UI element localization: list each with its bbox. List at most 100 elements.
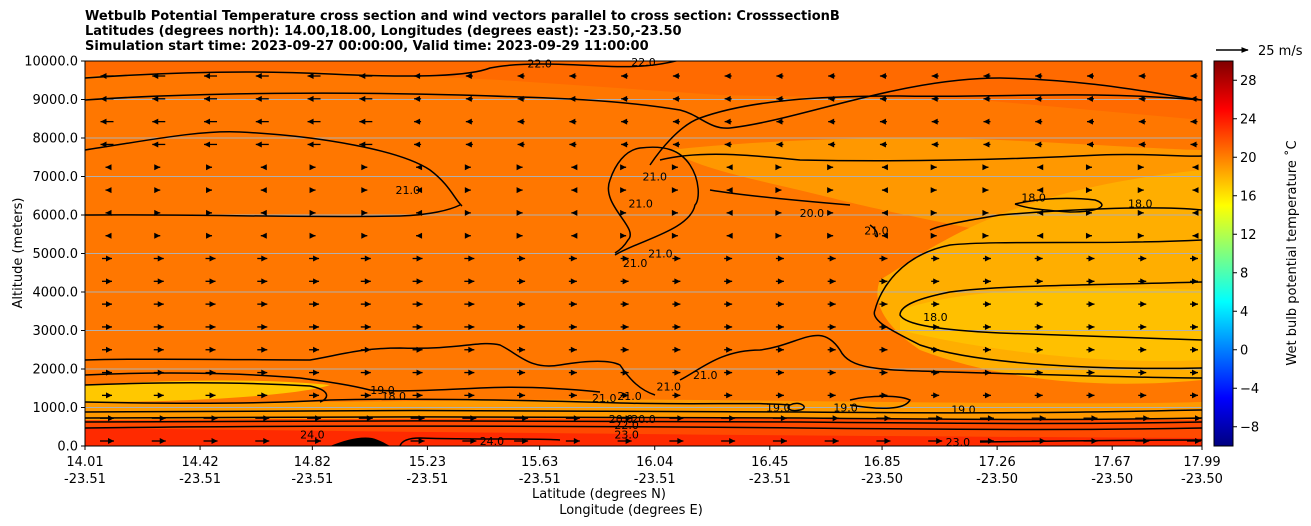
wind-vector-head [261, 301, 268, 308]
wind-vector-head [361, 164, 368, 171]
wind-vector-head [260, 209, 267, 216]
wind-vector-head [313, 255, 320, 262]
wind-vector-head [573, 415, 580, 422]
wind-vector-head [780, 438, 787, 444]
wind-vector-head [204, 73, 211, 79]
wind-vector-head [1137, 187, 1144, 194]
wind-vector-head [775, 164, 782, 171]
wind-vector-head [726, 255, 733, 262]
wind-vector-head [364, 392, 371, 399]
wind-vector-head [828, 73, 835, 79]
wind-vector-head [313, 392, 320, 399]
wind-vector-head [364, 278, 371, 285]
wind-vector-head [263, 438, 270, 444]
wind-vector-head [468, 301, 475, 308]
wind-vector-head [672, 73, 679, 79]
wind-vector-head [1195, 438, 1201, 444]
wind-vector-head [307, 141, 314, 148]
wind-vector-head [157, 346, 164, 353]
wind-vector-head [468, 323, 475, 330]
contour-label: 21.0 [648, 248, 673, 261]
wind-vector-head [674, 369, 681, 376]
colorbar-tick-label: 24 [1240, 112, 1257, 127]
wind-vector-head [416, 369, 423, 376]
wind-vector-head [1037, 209, 1044, 216]
wind-vector-head [1138, 141, 1145, 148]
wind-vector-head [933, 278, 940, 285]
wind-vector-head [206, 164, 213, 171]
wind-vector-head [105, 209, 112, 216]
wind-vector-head [209, 255, 216, 262]
wind-vector-head [621, 141, 628, 148]
wind-vector-head [1138, 73, 1145, 79]
wind-vector-head [726, 369, 733, 376]
wind-vector-head [1036, 278, 1043, 285]
contour-label: 19.0 [370, 384, 395, 397]
wind-vector-head [571, 232, 578, 239]
wind-vector-head [464, 232, 471, 239]
wind-vector-head [982, 187, 989, 194]
wind-vector-head [157, 301, 164, 308]
wind-vector-head [936, 438, 943, 444]
wind-vector-head [1035, 141, 1042, 148]
y-tick-label: 9000.0 [33, 93, 79, 108]
wind-vector-head [1192, 346, 1198, 353]
wind-vector-head [1140, 301, 1147, 308]
wind-vector-head [879, 141, 886, 148]
wind-vector-head [1192, 301, 1198, 308]
wind-vector-head [519, 346, 526, 353]
contour-label: 20.0 [609, 413, 634, 426]
wind-vector-head [1085, 187, 1092, 194]
wind-vector-head [931, 141, 938, 148]
wind-vector-head [522, 438, 529, 444]
wind-vector-head [307, 118, 314, 125]
wind-vector-head [260, 232, 267, 239]
wind-vector-head [571, 209, 578, 216]
wind-vector-head [1192, 369, 1198, 376]
wind-vector-head [465, 141, 472, 148]
wind-vectors [100, 73, 1201, 444]
wind-vector-head [211, 438, 218, 444]
wind-vector-head [729, 415, 736, 422]
wind-vector-head [571, 187, 578, 194]
wind-vector-head [106, 323, 112, 330]
x-tick-label-lon: -23.51 [179, 472, 221, 487]
wind-vector-head [261, 255, 268, 262]
colorbar-tick-label: 4 [1240, 305, 1248, 320]
wind-key-label: 25 m/s [1258, 44, 1303, 59]
contour-label: 22.0 [631, 56, 656, 69]
wind-vector-head [100, 95, 107, 102]
wind-vector-head [154, 209, 161, 216]
wind-vector-head [625, 438, 632, 444]
wind-vector-head [930, 164, 937, 171]
wind-vector-head [157, 255, 164, 262]
wind-vector-head [1088, 392, 1095, 399]
x-tick-label-lat: 16.04 [636, 455, 673, 470]
wind-vector-head [157, 369, 164, 376]
wind-vector-head [620, 232, 627, 239]
wind-vector-head [309, 187, 316, 194]
wind-vector-head [209, 278, 216, 285]
colorbar-tick-label: 16 [1240, 189, 1257, 204]
wind-vector-head [620, 209, 627, 216]
wind-vector-head [930, 232, 937, 239]
wind-vector-head [1192, 164, 1199, 171]
wind-vector-head [159, 438, 166, 444]
wind-vector-head [1140, 392, 1147, 399]
contour-label: 23.0 [614, 428, 639, 441]
wind-vector-head [879, 73, 886, 79]
wind-vector-head [622, 369, 629, 376]
wind-vector-head [152, 118, 159, 125]
wind-vector-head [414, 118, 421, 125]
wind-vector-head [364, 346, 371, 353]
contour-label: 18.0 [381, 390, 406, 403]
wind-vector-head [106, 301, 112, 308]
wind-vector-head [416, 232, 423, 239]
wind-vector-head [416, 346, 423, 353]
wind-vector-head [984, 255, 991, 262]
wind-vector-head [309, 164, 316, 171]
chart-title-line-2: Latitudes (degrees north): 14.00,18.00, … [85, 24, 682, 39]
wind-vector-head [776, 73, 783, 79]
wind-vector-head [625, 415, 632, 422]
